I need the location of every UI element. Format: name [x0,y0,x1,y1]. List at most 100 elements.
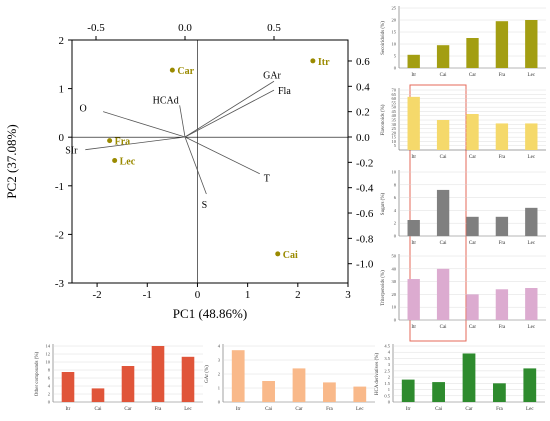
bar-chart-y-tick-label: 30 [392,279,397,284]
bar-chart-y-tick-label: 4 [388,350,391,355]
biplot-right-tick-label: 0.2 [356,107,370,119]
score-point-label: Itr [318,57,330,68]
bar-chart-x-tick-label: Car [465,407,473,412]
bar-chart-y-tick-label: 6 [394,195,397,200]
score-point-fra [107,138,113,144]
bar-chart-y-axis-label: Secoiridoids (%) [381,21,386,55]
bar-chart-y-tick-label: 8 [48,368,51,373]
bar-cai [436,268,450,320]
bar-chart-y-tick-label: 40 [392,266,397,271]
bar-car [466,38,479,68]
bar-itr [61,372,75,402]
bar-chart-x-tick-label: Lec [528,155,536,160]
bar-chart-y-axis-label: GAr (%) [205,365,210,383]
bar-chart-y-tick-label: 2 [388,375,390,380]
bar-car [466,294,479,320]
bar-chart-y-tick-label: 4 [48,384,51,389]
biplot-x-tick-label: -2 [93,289,102,301]
bar-chart-y-tick-label: 60 [392,96,397,101]
bar-lec [353,386,367,402]
bar-chart-y-tick-label: 3 [388,362,391,367]
bar-chart-x-tick-label: Lec [356,407,364,412]
bar-chart-y-tick-label: 3.5 [384,356,390,361]
bar-chart-y-axis-label: Triterpenoids (%) [381,270,386,306]
score-point-label: Car [177,66,194,77]
biplot-x-axis-label: PC1 (48.86%) [173,306,247,321]
biplot-x-tick-label: -1 [143,289,152,301]
bar-chart-y-tick-label: 0 [218,400,221,405]
bar-chart-y-tick-label: 12 [46,352,51,357]
bar-chart-y-tick-label: 14 [46,344,51,349]
loading-label: HCAd [153,95,179,106]
bar-chart-y-tick-label: 2 [394,221,396,226]
bar-chart-x-tick-label: Itr [411,73,416,78]
bar-chart-y-tick-label: 0 [394,66,397,71]
bar-chart-x-tick-label: Lec [528,73,536,78]
bar-chart-y-tick-label: 40 [392,113,397,118]
bar-chart-x-tick-label: Lec [528,325,536,330]
bar-chart-x-tick-label: Itr [66,407,71,412]
bar-chart-x-tick-label: Itr [236,407,241,412]
bar-chart-y-tick-label: 10 [392,42,397,47]
bar-lec [525,20,538,68]
bar-chart-x-tick-label: Lec [184,407,192,412]
loading-vector-sir [85,136,186,151]
bar-lec [525,288,538,320]
bar-chart-y-tick-label: 4 [394,208,397,213]
loading-label: GAr [263,70,281,81]
bar-chart-x-tick-label: Car [469,241,477,246]
bar-fra [495,21,509,68]
bar-chart-y-axis-label: HCA derivatives (%) [375,353,380,396]
bar-chart-y-tick-label: 2.5 [384,368,390,373]
bar-chart-y-tick-label: 6 [48,376,51,381]
bar-fra [495,289,509,320]
bar-fra [323,382,336,402]
bar-chart-y-tick-label: 10 [392,170,397,175]
bar-chart-y-tick-label: 1 [388,387,390,392]
biplot-y-tick-label: 0 [59,132,65,144]
bar-chart-y-axis-label: Other compounds (%) [35,351,40,396]
bar-lec [525,207,538,236]
score-point-lec [112,158,118,164]
biplot-right-tick-label: 0.6 [356,56,370,68]
bar-car [121,366,135,402]
biplot-x-tick-label: 0 [195,289,201,301]
bar-chart-x-tick-label: Car [469,73,477,78]
loading-vector-gar [184,80,275,138]
bar-chart-y-tick-label: 50 [392,254,397,259]
bar-chart-x-tick-label: Lec [526,407,534,412]
bar-chart-y-tick-label: 20 [392,292,397,297]
bar-cai [436,120,450,150]
bar-chart-x-tick-label: Car [469,155,477,160]
bar-chart-y-tick-label: 10 [392,139,397,144]
bar-chart-y-tick-label: 15 [392,135,397,140]
bar-chart-y-tick-label: 0.5 [384,393,390,398]
loading-label: T [264,174,270,185]
bar-chart-y-tick-label: 70 [392,88,397,93]
bar-chart-y-tick-label: 50 [392,105,397,110]
bar-car [466,114,479,150]
bar-fra [151,346,165,402]
score-point-label: Cai [283,250,298,261]
bar-lec [181,356,195,402]
score-point-label: Lec [120,157,136,168]
bar-chart-y-tick-label: 0 [388,400,391,405]
bar-chart-y-axis-label: Sugars (%) [381,192,386,215]
bar-chart-y-tick-label: 4.5 [384,344,390,349]
biplot-x-tick-label: 3 [345,289,351,301]
biplot-right-tick-label: -1.0 [356,259,374,271]
bar-chart-y-tick-label: 35 [392,118,397,123]
bar-car [466,216,479,236]
bar-chart-y-tick-label: 2 [48,392,50,397]
loading-label: Fla [278,86,291,97]
bar-cai [436,45,450,68]
biplot-top-tick-label: 0.0 [178,22,192,34]
bar-chart-y-tick-label: 55 [392,100,397,105]
bar-chart-x-tick-label: Itr [406,407,411,412]
bar-itr [407,279,420,320]
bar-chart-x-tick-label: Itr [411,241,416,246]
bar-chart-y-tick-label: 2 [218,372,220,377]
bar-chart-y-tick-label: 8 [394,182,397,187]
bar-chart-x-tick-label: Car [295,407,303,412]
bar-cai [432,382,445,402]
